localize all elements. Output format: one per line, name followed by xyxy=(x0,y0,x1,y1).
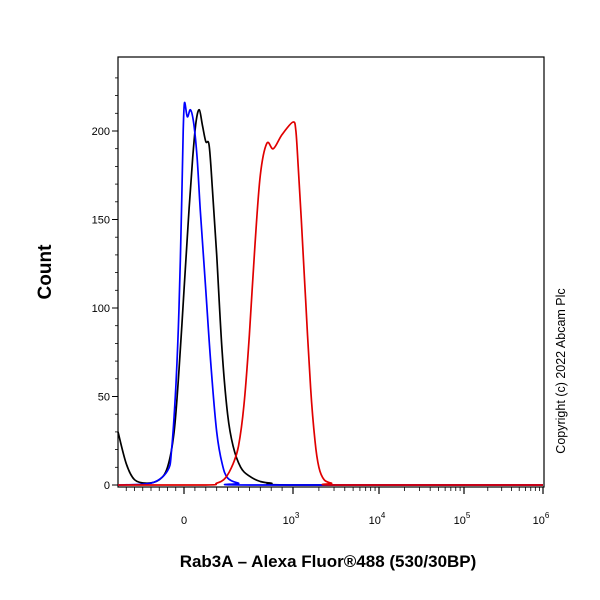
copyright-text: Copyright (c) 2022 Abcam Plc xyxy=(554,288,568,453)
x-axis: 0 103 104 105 106 xyxy=(125,487,550,527)
x-tick-label: 0 xyxy=(181,515,187,527)
y-tick-label: 50 xyxy=(98,392,110,404)
histogram-series-2 xyxy=(117,101,543,486)
y-axis-title: Count xyxy=(35,244,56,300)
y-tick-label: 100 xyxy=(92,303,110,315)
y-tick-label: 200 xyxy=(92,126,110,138)
x-tick-label: 106 xyxy=(533,511,550,527)
x-axis-title: Rab3A – Alexa Fluor®488 (530/30BP) xyxy=(180,552,477,571)
series-layer xyxy=(117,101,543,486)
x-tick-label: 104 xyxy=(369,511,386,527)
plot-frame xyxy=(117,56,545,488)
histogram-series-3 xyxy=(118,121,543,486)
y-tick-label: 150 xyxy=(92,215,110,227)
y-tick-label: 0 xyxy=(104,480,110,492)
y-axis: 0 50 100 150 200 xyxy=(92,77,118,492)
x-tick-label: 103 xyxy=(283,511,300,527)
x-tick-label: 105 xyxy=(454,511,471,527)
